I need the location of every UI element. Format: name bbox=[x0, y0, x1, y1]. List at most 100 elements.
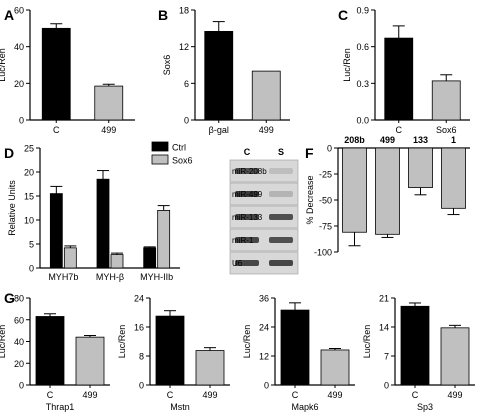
y-tick-label: 20 bbox=[14, 79, 24, 89]
y-tick-label: 25 bbox=[24, 144, 34, 154]
y-tick-label: 24 bbox=[134, 294, 144, 304]
y-tick-label: -50 bbox=[319, 196, 332, 206]
bar-1 bbox=[251, 70, 281, 121]
y-axis-label: Luc/Ren bbox=[0, 48, 7, 82]
bar-0 bbox=[400, 305, 430, 386]
x-axis-label: Sp3 bbox=[417, 402, 433, 412]
y-axis-label: Luc/Ren bbox=[242, 325, 252, 359]
bar-0 bbox=[35, 316, 65, 386]
x-tick-label: Sox6 bbox=[436, 125, 457, 135]
bar-1 bbox=[75, 336, 105, 386]
y-tick-label: 15 bbox=[24, 192, 34, 202]
panel-label-A: A bbox=[4, 7, 14, 23]
legend-swatch-ctrl bbox=[151, 141, 169, 152]
panel-B: 0 6 12 18 Sox6 β-gal 499 bbox=[162, 6, 290, 135]
y-tick-label: 20 bbox=[14, 359, 24, 369]
y-tick-label: 24 bbox=[259, 323, 269, 333]
panel-label-F: F bbox=[305, 145, 314, 161]
panel-label-C: C bbox=[338, 7, 348, 23]
y-tick-label: 0 bbox=[327, 144, 332, 154]
bar-0 bbox=[384, 37, 414, 121]
bar-1 bbox=[431, 80, 461, 121]
y-tick-label: 0.3 bbox=[356, 79, 369, 89]
x-tick-label: 499 bbox=[447, 390, 462, 400]
gel-band-label: miR-499 bbox=[232, 190, 263, 199]
y-tick-label: 40 bbox=[14, 337, 24, 347]
y-tick-label: 60 bbox=[14, 6, 24, 16]
gel-band-label: U6 bbox=[232, 259, 243, 268]
x-axis-label: Thrap1 bbox=[46, 402, 75, 412]
y-tick-label: 0 bbox=[139, 381, 144, 391]
y-axis-label: Luc/Ren bbox=[342, 48, 352, 82]
bar-1 bbox=[320, 349, 350, 386]
gel-band bbox=[235, 214, 259, 220]
x-axis-label: Mapk6 bbox=[291, 402, 318, 412]
panel-label-G1: G bbox=[4, 290, 15, 306]
gel-lane-label: C bbox=[244, 147, 251, 157]
x-tick-label: 133 bbox=[413, 135, 428, 145]
panel-G2: 0 8 16 24 Luc/Ren C 499 Mstn bbox=[117, 294, 230, 412]
y-tick-label: 6 bbox=[184, 79, 189, 89]
x-tick-label: 499 bbox=[259, 125, 274, 135]
y-tick-label: 0.6 bbox=[356, 42, 369, 52]
gel-band bbox=[235, 168, 259, 174]
panel-G1: 0 20 40 60 80 Luc/Ren C 499 Thrap1 bbox=[0, 294, 110, 412]
bar-0 bbox=[204, 30, 234, 121]
bar-0 bbox=[342, 147, 367, 233]
x-tick-label: β-gal bbox=[209, 125, 229, 135]
y-tick-label: -75 bbox=[319, 222, 332, 232]
x-tick-label: 1 bbox=[451, 135, 456, 145]
panel-F: 0 -25 -50 -75 -100 % Decrease 208b 499 133 1 bbox=[305, 135, 470, 258]
y-tick-label: 0 bbox=[19, 116, 24, 126]
gel-band bbox=[269, 214, 293, 220]
x-tick-label: MYH7b bbox=[48, 272, 78, 282]
y-axis-label: Luc/Ren bbox=[117, 325, 127, 359]
y-tick-label: 8 bbox=[139, 352, 144, 362]
gel-strip bbox=[229, 159, 299, 183]
y-tick-label: 0 bbox=[19, 381, 24, 391]
x-tick-label: 208b bbox=[344, 135, 365, 145]
gel-strip bbox=[229, 182, 299, 206]
panel-A: 0 20 40 60 Luc/Ren C 499 bbox=[0, 6, 135, 135]
gel-band bbox=[269, 191, 293, 197]
gel-strip bbox=[229, 205, 299, 229]
x-tick-label: C bbox=[47, 390, 54, 400]
gel-band bbox=[235, 260, 259, 266]
y-tick-label: 0 bbox=[184, 116, 189, 126]
bar-sox6-2 bbox=[157, 209, 171, 269]
y-tick-label: 40 bbox=[14, 42, 24, 52]
gel-band bbox=[269, 237, 293, 243]
panel-label-D: D bbox=[4, 145, 14, 161]
legend-swatch-sox6 bbox=[151, 154, 169, 165]
y-tick-label: 14 bbox=[379, 323, 389, 333]
y-tick-label: 0.0 bbox=[356, 116, 369, 126]
y-axis-label: Luc/Ren bbox=[362, 325, 372, 359]
bar-0 bbox=[41, 27, 71, 121]
y-tick-label: 0 bbox=[264, 381, 269, 391]
y-tick-label: 16 bbox=[134, 323, 144, 333]
bar-sox6-0 bbox=[63, 247, 77, 269]
x-tick-label: C bbox=[53, 125, 60, 135]
bar-3 bbox=[441, 147, 466, 209]
panel-G3: 0 12 24 36 Luc/Ren C 499 Mapk6 bbox=[242, 294, 355, 412]
panel-D: 0 5 10 15 20 25 Relative Units MYH7b MYH-β MYH-II… bbox=[7, 141, 193, 282]
x-tick-label: MYH-β bbox=[96, 272, 124, 282]
x-tick-label: MYH-IIb bbox=[140, 272, 173, 282]
y-axis-label: Luc/Ren bbox=[0, 325, 7, 359]
x-tick-label: C bbox=[292, 390, 299, 400]
y-tick-label: 60 bbox=[14, 315, 24, 325]
legend-label-sox6: Sox6 bbox=[172, 156, 193, 166]
y-tick-label: -100 bbox=[314, 248, 332, 258]
gel-band bbox=[269, 168, 293, 174]
x-tick-label: 499 bbox=[202, 390, 217, 400]
x-tick-label: 499 bbox=[327, 390, 342, 400]
x-tick-label: 499 bbox=[82, 390, 97, 400]
x-tick-label: C bbox=[396, 125, 403, 135]
x-tick-label: C bbox=[167, 390, 174, 400]
x-axis-label: Mstn bbox=[170, 402, 190, 412]
x-tick-label: 499 bbox=[101, 125, 116, 135]
bar-2 bbox=[408, 147, 433, 188]
gel-strip bbox=[229, 228, 299, 252]
panel-C: 0.0 0.3 0.6 0.9 Luc/Ren C Sox6 bbox=[342, 6, 470, 135]
